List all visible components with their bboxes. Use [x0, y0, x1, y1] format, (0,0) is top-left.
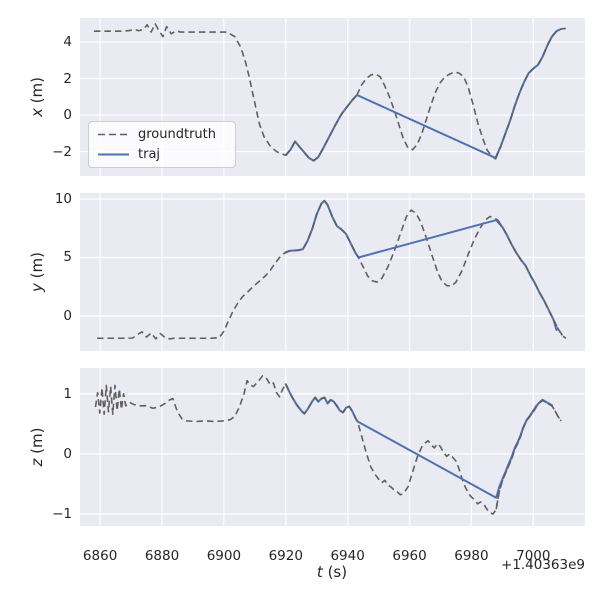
y-axis-label-variable-z: z	[28, 458, 46, 467]
groundtruth-overlay-line	[285, 94, 358, 162]
subplot-y	[80, 193, 585, 351]
y-tick-label-x: −2	[52, 143, 72, 160]
x-tick-label: 6880	[144, 548, 180, 564]
y-tick-label-y: 10	[54, 190, 72, 207]
legend-solid-line-swatch	[98, 152, 129, 157]
series-traj-line	[284, 199, 558, 332]
y-axis-label-x: x (m)	[28, 77, 46, 117]
y-tick-label-z: −1	[52, 505, 72, 522]
x-tick-label: 6980	[454, 548, 489, 564]
legend-label-traj: traj	[138, 147, 161, 162]
x-tick-label: 6940	[330, 548, 365, 564]
y-tick-label-z: 0	[63, 445, 72, 462]
y-axis-label-variable-x: x	[28, 108, 46, 117]
y-axis-label-z: z (m)	[28, 428, 46, 467]
x-tick-label: 6960	[392, 548, 427, 564]
y-tick-label-y: 0	[63, 308, 72, 324]
groundtruth-overlay-line	[497, 219, 567, 339]
subplot-z-canvas	[80, 368, 585, 526]
legend-entry-traj: traj	[98, 146, 226, 163]
x-axis-label-variable: t	[316, 563, 323, 581]
y-tick-label-y: 5	[63, 249, 72, 266]
legend-label-groundtruth: groundtruth	[138, 127, 217, 142]
x-axis-label: t (s)	[317, 563, 347, 581]
groundtruth-overlay-line	[285, 383, 359, 422]
x-tick-label: 6900	[206, 548, 242, 564]
groundtruth-overlay-line	[495, 399, 562, 510]
x-tick-label: 7000	[516, 548, 551, 564]
legend-entry-groundtruth: groundtruth	[98, 126, 226, 143]
y-axis-label-unit-x: (m)	[28, 77, 46, 109]
series-groundtruth-line	[94, 375, 562, 515]
series-traj-line	[284, 383, 553, 499]
y-axis-label-variable-y: y	[28, 283, 46, 292]
x-axis-label-unit: (s)	[322, 563, 348, 581]
groundtruth-overlay-line	[283, 199, 360, 258]
y-tick-label-x: 0	[63, 107, 72, 124]
groundtruth-overlay-line	[494, 27, 566, 160]
legend: groundtruth traj	[88, 121, 236, 168]
y-tick-label-z: 1	[63, 385, 72, 402]
x-axis-offset-text: +1.40363e9	[500, 557, 585, 573]
y-tick-label-x: 2	[63, 70, 72, 87]
y-axis-label-y: y (m)	[28, 252, 46, 292]
series-groundtruth-line	[97, 199, 567, 340]
y-axis-label-unit-z: (m)	[28, 427, 46, 459]
y-tick-label-x: 4	[63, 34, 72, 51]
subplot-y-canvas	[80, 193, 585, 351]
x-tick-label: 6920	[268, 548, 303, 564]
x-tick-label: 6860	[82, 548, 118, 564]
y-axis-label-unit-y: (m)	[28, 252, 46, 284]
legend-dashed-line-swatch	[98, 132, 129, 137]
subplot-z	[80, 368, 585, 526]
